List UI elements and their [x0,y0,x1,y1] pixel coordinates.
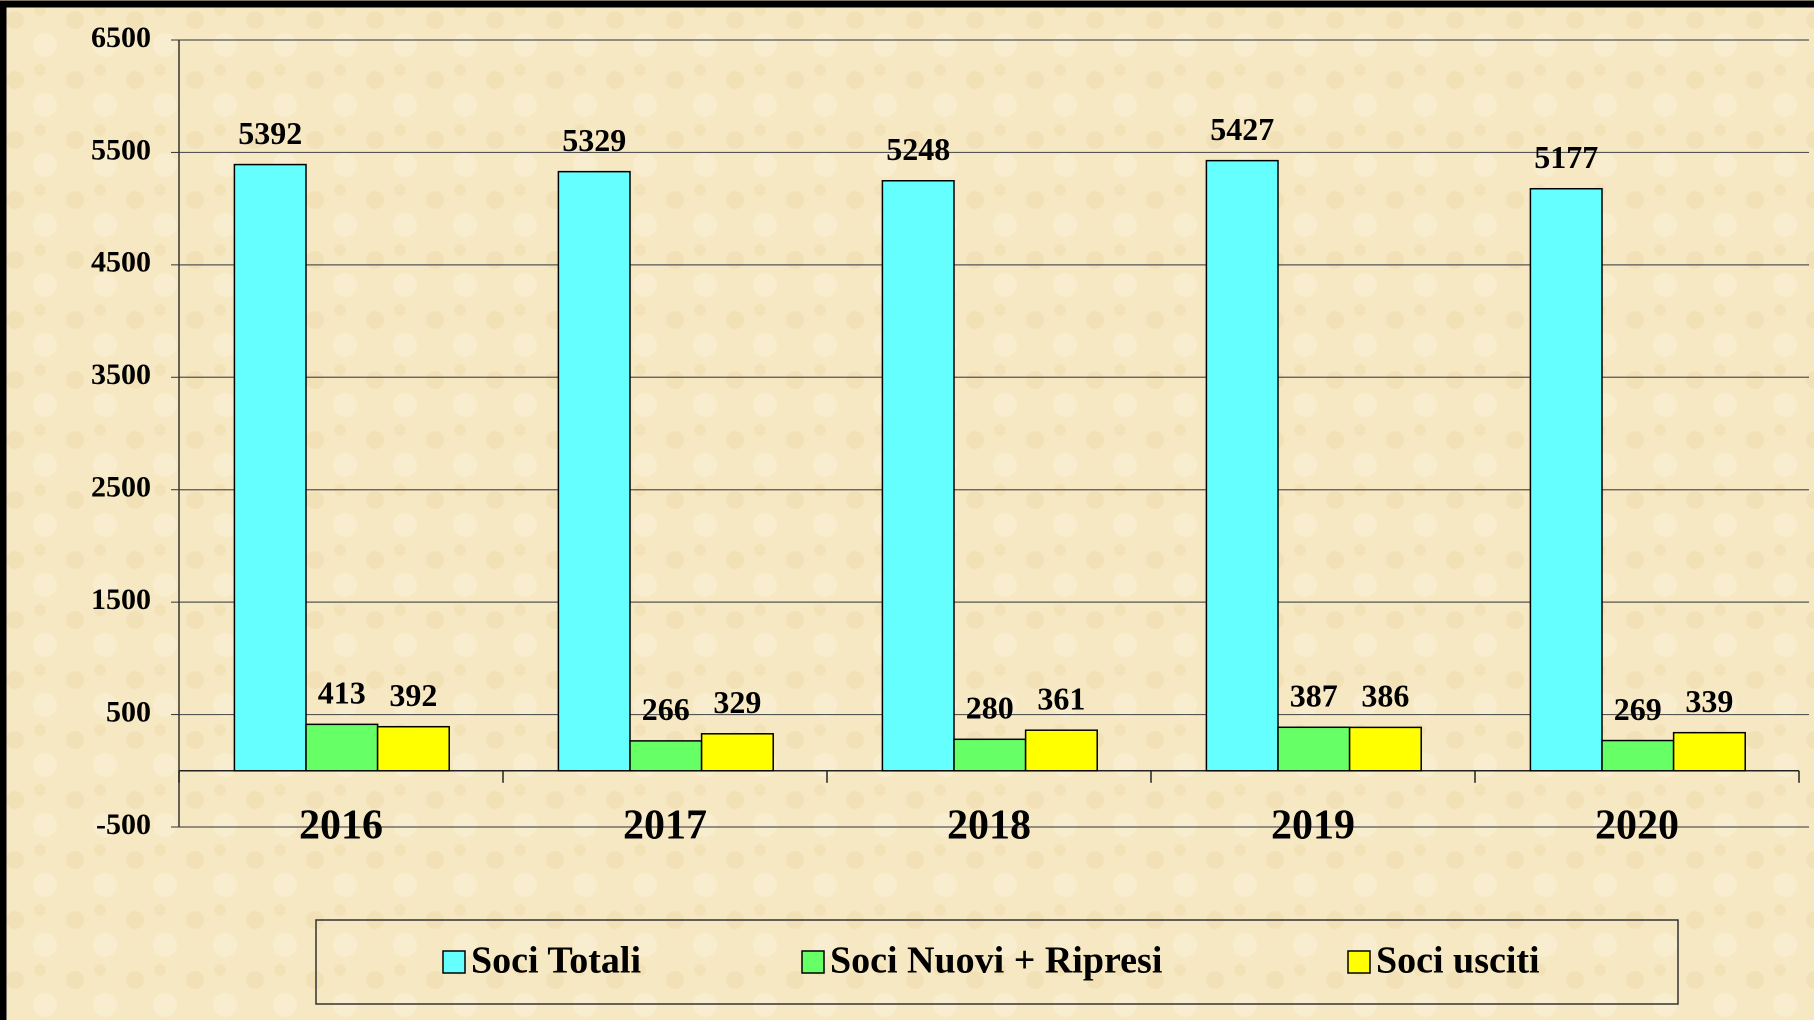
bar [1024,729,1098,772]
legend-swatch [801,950,825,974]
legend-label: Soci Totali [471,940,641,982]
legend-swatch [1347,950,1371,974]
legend-box [315,919,1679,1005]
data-label: 392 [389,677,437,713]
x-tick-label: 2019 [1271,803,1355,849]
data-label: 5248 [886,131,950,167]
legend-label: Soci usciti [1376,940,1540,982]
bar [305,723,379,772]
x-tick-label: 2018 [947,803,1031,849]
data-label: 5177 [1534,139,1598,175]
bar [376,725,450,772]
y-tick-label: 2500 [91,471,151,504]
data-label: 386 [1361,678,1409,714]
bar [1205,159,1279,772]
data-label: 329 [713,684,761,720]
bar [1277,726,1351,772]
bar [1672,731,1746,772]
data-label: 339 [1685,683,1733,719]
bar [233,163,307,772]
data-label: 387 [1290,678,1338,714]
data-label: 361 [1037,681,1085,717]
x-tick-label: 2016 [299,803,383,849]
y-tick-label: 5500 [91,133,151,166]
x-tick-label: 2020 [1595,803,1679,849]
x-tick-label: 2017 [623,803,707,849]
data-label: 5392 [238,115,302,151]
bar [629,740,703,772]
y-tick-label: 500 [106,695,151,728]
y-tick-label: 4500 [91,246,151,279]
data-label: 280 [966,690,1014,726]
legend-label: Soci Nuovi + Ripresi [830,940,1162,982]
y-tick-label: 6500 [91,21,151,54]
bar [557,170,631,772]
y-tick-label: 1500 [91,583,151,616]
legend-swatch [442,950,466,974]
bar [1601,739,1675,772]
data-label: 5329 [562,122,626,158]
bar [953,738,1027,772]
data-label: 413 [318,675,366,711]
bar [881,180,955,772]
data-label: 269 [1614,691,1662,727]
bar [1348,726,1422,772]
bar [700,733,774,772]
data-label: 266 [642,691,690,727]
y-tick-label: 3500 [91,358,151,391]
data-label: 5427 [1210,111,1274,147]
y-tick-label: -500 [96,808,151,841]
bar [1529,187,1603,772]
